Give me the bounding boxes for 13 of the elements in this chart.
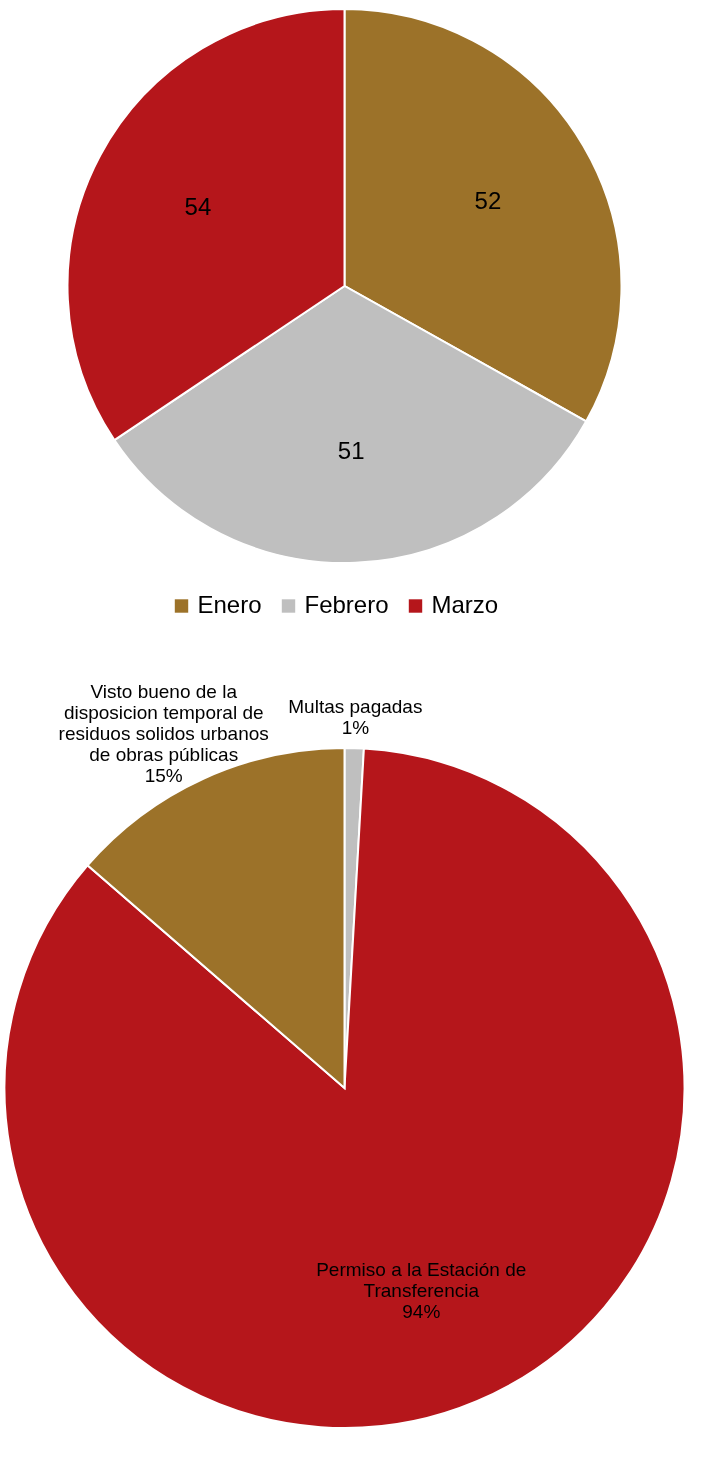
data-label: 54 — [184, 192, 212, 220]
data-label: 15% — [144, 765, 183, 787]
data-label: 1% — [341, 717, 370, 739]
legend-label: Marzo — [431, 591, 499, 618]
slice-label: Permiso a la Estación de Transferencia — [316, 1258, 527, 1301]
data-label: 52 — [474, 186, 502, 214]
legend-label: Enero — [197, 591, 262, 618]
legend-label: Febrero — [304, 591, 389, 618]
data-label: 51 — [337, 437, 365, 465]
pie-slice — [3, 747, 686, 1429]
data-label: 94% — [402, 1300, 441, 1322]
slice-label: Multas pagadas — [288, 696, 423, 718]
slice-label: Visto bueno de la disposicion temporal de residuos solidos urbanos de obras públicas — [58, 681, 269, 766]
